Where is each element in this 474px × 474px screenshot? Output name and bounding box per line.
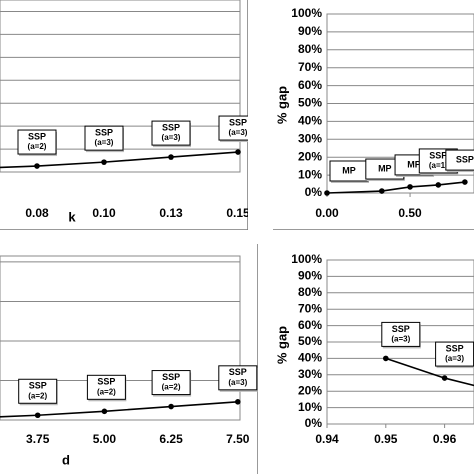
point-label: SSP	[28, 131, 46, 141]
point-label: SSP	[29, 381, 47, 391]
point-label: SSP	[392, 324, 410, 334]
data-point	[379, 188, 385, 194]
data-point	[435, 182, 442, 188]
data-point	[235, 399, 241, 405]
point-label: MP	[378, 163, 392, 173]
chart-panel: 0% 10% 20% 30% 40% 50% 60% 70% 80% 90% 100% 0.00 0.5…	[273, 0, 474, 230]
point-label: (a=3)	[445, 354, 464, 363]
point-label: SSP	[229, 367, 247, 377]
label-box	[218, 115, 248, 141]
data-point	[34, 163, 40, 169]
label-box	[18, 378, 58, 404]
x-tick-label: 6.25	[159, 432, 183, 446]
point-label: (a=2)	[162, 383, 181, 392]
y-tick-label: 40%	[298, 351, 322, 365]
point-label: SSP	[456, 154, 474, 164]
x-tick-label: 0.08	[25, 206, 49, 220]
x-tick-label: 0.15	[226, 206, 250, 220]
point-label: SSP	[97, 377, 115, 387]
data-point	[383, 355, 389, 362]
x-tick-label: 0.13	[159, 206, 183, 220]
label-box	[86, 374, 126, 400]
point-label: SSP	[229, 117, 247, 127]
x-tick-label: 5.00	[93, 432, 117, 446]
label-box	[151, 370, 191, 396]
chart-panel: 0102030405060700.080.100.130.15kSSP(a=2)…	[0, 0, 250, 230]
point-label: (a=2)	[28, 142, 47, 151]
y-tick-label: 20%	[298, 149, 322, 163]
data-point	[235, 149, 241, 155]
x-tick-label: 0.95	[374, 432, 398, 446]
point-label: (a=2)	[28, 391, 47, 400]
y-tick-label: 20%	[298, 383, 322, 397]
point-label: (a=3)	[391, 335, 410, 344]
y-tick-label: 80%	[298, 42, 322, 56]
data-point	[462, 179, 468, 185]
x-tick-label: 0.10	[92, 206, 116, 220]
chart-panel: 0102030403.755.006.257.50dSSP(a=2)SSP(a=…	[0, 244, 258, 474]
y-tick-label: 90%	[298, 24, 322, 38]
y-axis-title: % gap	[274, 86, 289, 124]
point-label: SSP	[162, 122, 180, 132]
y-axis-title: % gap	[274, 326, 289, 364]
point-label: (a=1)	[429, 161, 448, 170]
data-point	[441, 375, 448, 381]
data-point	[168, 403, 174, 410]
point-label: (a=3)	[229, 128, 248, 137]
y-tick-label: 40%	[298, 114, 322, 128]
x-tick-label: 3.75	[26, 432, 50, 446]
x-tick-label: 7.50	[226, 432, 250, 446]
y-tick-label: 30%	[298, 131, 322, 145]
point-label: (a=2)	[97, 387, 116, 396]
y-tick-label: 100%	[291, 6, 322, 20]
label-box	[151, 120, 191, 146]
y-tick-label: 50%	[298, 334, 322, 348]
point-label: (a=3)	[228, 378, 247, 387]
point-label: (a=3)	[95, 138, 114, 147]
point-label: SSP	[429, 150, 447, 160]
y-tick-label: 10%	[298, 400, 322, 414]
y-tick-label: 30%	[298, 367, 322, 381]
y-tick-label: 80%	[298, 285, 322, 299]
data-point	[101, 408, 108, 415]
label-box	[84, 125, 124, 151]
label-box	[17, 129, 57, 155]
y-tick-label: 60%	[298, 318, 322, 332]
y-tick-label: 0%	[305, 185, 323, 199]
label-box	[445, 149, 474, 171]
data-point	[407, 184, 413, 190]
label-box	[218, 365, 258, 391]
y-tick-label: 60%	[298, 78, 322, 92]
y-tick-label: 90%	[298, 269, 322, 283]
y-tick-label: 100%	[291, 252, 322, 266]
y-tick-label: 70%	[298, 60, 322, 74]
point-label: MP	[407, 159, 421, 169]
label-box	[435, 341, 474, 367]
point-label: SSP	[446, 343, 464, 353]
data-point	[34, 412, 41, 419]
data-point	[324, 190, 330, 196]
x-tick-label: 0.96	[433, 432, 457, 446]
y-tick-label: 70%	[298, 301, 322, 315]
x-tick-label: 0.94	[315, 432, 339, 446]
data-point	[168, 154, 174, 160]
x-axis-title: d	[62, 452, 70, 467]
point-label: (a=3)	[162, 133, 181, 142]
y-tick-label: 0%	[305, 416, 323, 430]
y-tick-label: 10%	[298, 167, 322, 181]
point-label: SSP	[162, 372, 180, 382]
label-box	[381, 321, 421, 347]
point-label: MP	[342, 165, 356, 175]
x-axis-title: k	[68, 209, 76, 224]
chart-panel: 0% 10% 20% 30% 40% 50% 60% 70% 80% 90% 100% 0.94 0.9…	[273, 244, 474, 474]
x-tick-label: 0.00	[315, 206, 339, 220]
data-point	[101, 159, 107, 165]
point-label: SSP	[95, 128, 113, 138]
y-tick-label: 50%	[298, 96, 322, 110]
x-tick-label: 0.50	[398, 206, 422, 220]
